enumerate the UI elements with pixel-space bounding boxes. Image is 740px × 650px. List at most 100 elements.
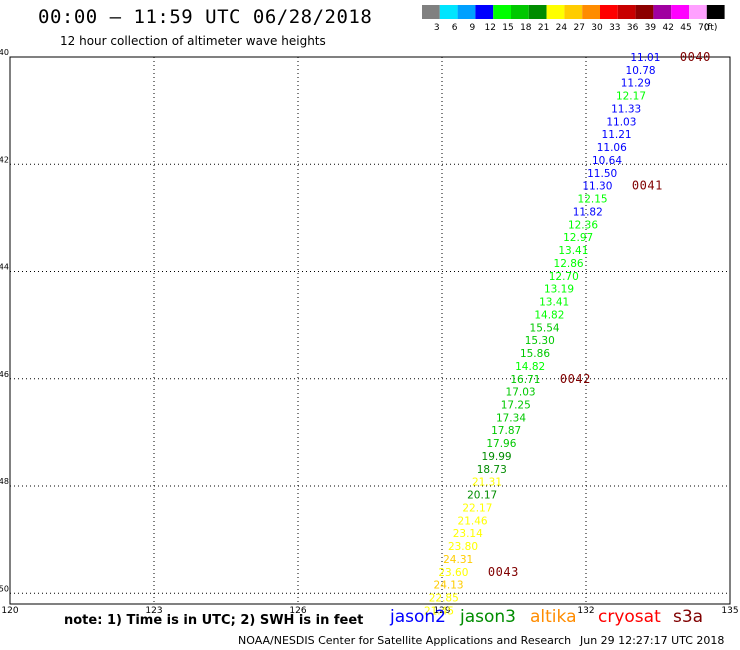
color-scale-swatch xyxy=(617,5,636,19)
y-tick-label: -40 xyxy=(0,48,9,57)
wave-height-point: 15.86 xyxy=(520,348,550,360)
wave-height-point: 17.34 xyxy=(496,412,526,424)
color-scale-swatch xyxy=(600,5,618,19)
color-scale-swatch xyxy=(689,5,707,19)
y-tick-label: -48 xyxy=(0,477,9,486)
color-scale-swatch xyxy=(706,5,725,19)
wave-height-point: 11.01 xyxy=(630,52,660,64)
wave-height-point: 24.31 xyxy=(443,554,473,566)
color-scale-swatch xyxy=(475,5,494,19)
wave-height-point: 12.15 xyxy=(578,194,608,206)
color-scale-label: 36 xyxy=(627,23,639,33)
x-tick-label: 120 xyxy=(1,606,18,616)
color-scale-swatch xyxy=(511,5,529,19)
y-tick-label: -44 xyxy=(0,263,9,272)
time-label: 0042 xyxy=(560,372,591,386)
wave-height-point: 14.82 xyxy=(515,361,545,373)
wave-height-point: 18.73 xyxy=(477,464,507,476)
wave-height-point: 23.14 xyxy=(453,528,483,540)
color-scale-swatch xyxy=(671,5,689,19)
y-tick-label: -50 xyxy=(0,584,9,593)
color-scale-label: 15 xyxy=(502,23,513,33)
legend-altika: altika xyxy=(530,607,577,627)
color-scale-label: 45 xyxy=(680,23,691,33)
color-scale-label: 27 xyxy=(573,23,584,33)
color-scale-label: 30 xyxy=(591,23,603,33)
footer-credit: NOAA/NESDIS Center for Satellite Applica… xyxy=(238,634,572,647)
color-scale-label: 21 xyxy=(538,23,549,33)
wave-height-point: 22.85 xyxy=(429,593,459,605)
color-scale-swatch xyxy=(635,5,654,19)
wave-height-point: 14.82 xyxy=(534,309,564,321)
wave-height-point: 16.71 xyxy=(510,374,540,386)
color-scale-label: 42 xyxy=(662,23,673,33)
color-scale-swatch xyxy=(653,5,672,19)
wave-height-point: 12.36 xyxy=(568,219,598,231)
legend-cryosat: cryosat xyxy=(598,607,661,627)
wave-height-point: 21.45 xyxy=(424,605,454,617)
x-tick-label: 129 xyxy=(433,606,450,616)
wave-height-point: 11.30 xyxy=(582,181,612,193)
time-label: 0040 xyxy=(680,50,711,64)
time-label: 0041 xyxy=(632,179,663,193)
wave-height-point: 13.19 xyxy=(544,284,574,296)
color-scale-swatch xyxy=(422,5,440,19)
y-tick-label: -42 xyxy=(0,155,9,164)
wave-height-point: 13.41 xyxy=(558,245,588,257)
wave-height-point: 17.03 xyxy=(506,387,536,399)
color-scale-label: 6 xyxy=(452,23,458,33)
wave-height-point: 15.30 xyxy=(525,335,555,347)
wave-height-point: 17.25 xyxy=(501,400,531,412)
time-label: 0043 xyxy=(488,565,519,579)
color-scale-swatch xyxy=(457,5,476,19)
color-scale-swatch xyxy=(528,5,547,19)
color-scale-label: 24 xyxy=(556,23,568,33)
chart-title: 00:00 – 11:59 UTC 06/28/2018 xyxy=(38,6,373,28)
wave-height-point: 11.03 xyxy=(606,116,636,128)
color-scale-label: 39 xyxy=(645,23,657,33)
wave-height-point: 11.29 xyxy=(621,78,651,90)
wave-height-point: 22.17 xyxy=(462,502,492,514)
color-scale-swatch xyxy=(582,5,600,19)
wave-height-point: 11.82 xyxy=(573,206,603,218)
color-scale-label: 70 xyxy=(698,23,710,33)
color-scale-unit: (ft) xyxy=(704,23,718,33)
legend-jason2: jason2 xyxy=(390,607,446,627)
wave-height-point: 19.99 xyxy=(482,451,512,463)
wave-height-point: 13.41 xyxy=(539,297,569,309)
color-scale-label: 18 xyxy=(520,23,532,33)
wave-height-point: 24.13 xyxy=(434,580,464,592)
wave-height-point: 12.97 xyxy=(563,232,593,244)
wave-height-point: 17.96 xyxy=(486,438,516,450)
legend-jason3: jason3 xyxy=(460,607,516,627)
color-scale-label: 12 xyxy=(484,23,495,33)
color-scale-label: 33 xyxy=(609,23,620,33)
wave-height-point: 15.54 xyxy=(530,322,560,334)
x-tick-label: 126 xyxy=(289,606,306,616)
x-tick-label: 123 xyxy=(145,606,162,616)
legend-s3a: s3a xyxy=(673,607,704,627)
color-scale-swatch xyxy=(493,5,511,19)
wave-height-point: 23.60 xyxy=(438,567,468,579)
units-note: note: 1) Time is in UTC; 2) SWH is in fe… xyxy=(64,613,364,628)
wave-height-point: 11.21 xyxy=(602,129,632,141)
wave-height-point: 21.46 xyxy=(458,515,488,527)
wave-height-point: 11.33 xyxy=(611,103,641,115)
color-scale-swatch xyxy=(564,5,583,19)
footer-timestamp: Jun 29 12:27:17 UTC 2018 xyxy=(580,634,725,647)
wave-height-point: 12.70 xyxy=(549,271,579,283)
wave-height-point: 11.06 xyxy=(597,142,627,154)
color-scale-swatch xyxy=(439,5,458,19)
x-tick-label: 135 xyxy=(721,606,738,616)
wave-height-point: 23.80 xyxy=(448,541,478,553)
color-scale-label: 9 xyxy=(470,23,476,33)
y-tick-label: -46 xyxy=(0,370,9,379)
wave-height-point: 12.86 xyxy=(554,258,584,270)
chart-subtitle: 12 hour collection of altimeter wave hei… xyxy=(60,34,326,48)
wave-height-point: 10.64 xyxy=(592,155,622,167)
x-tick-label: 132 xyxy=(577,606,594,616)
wave-height-point: 20.17 xyxy=(467,490,497,502)
wave-height-point: 21.31 xyxy=(472,477,502,489)
color-scale-label: 3 xyxy=(434,23,440,33)
